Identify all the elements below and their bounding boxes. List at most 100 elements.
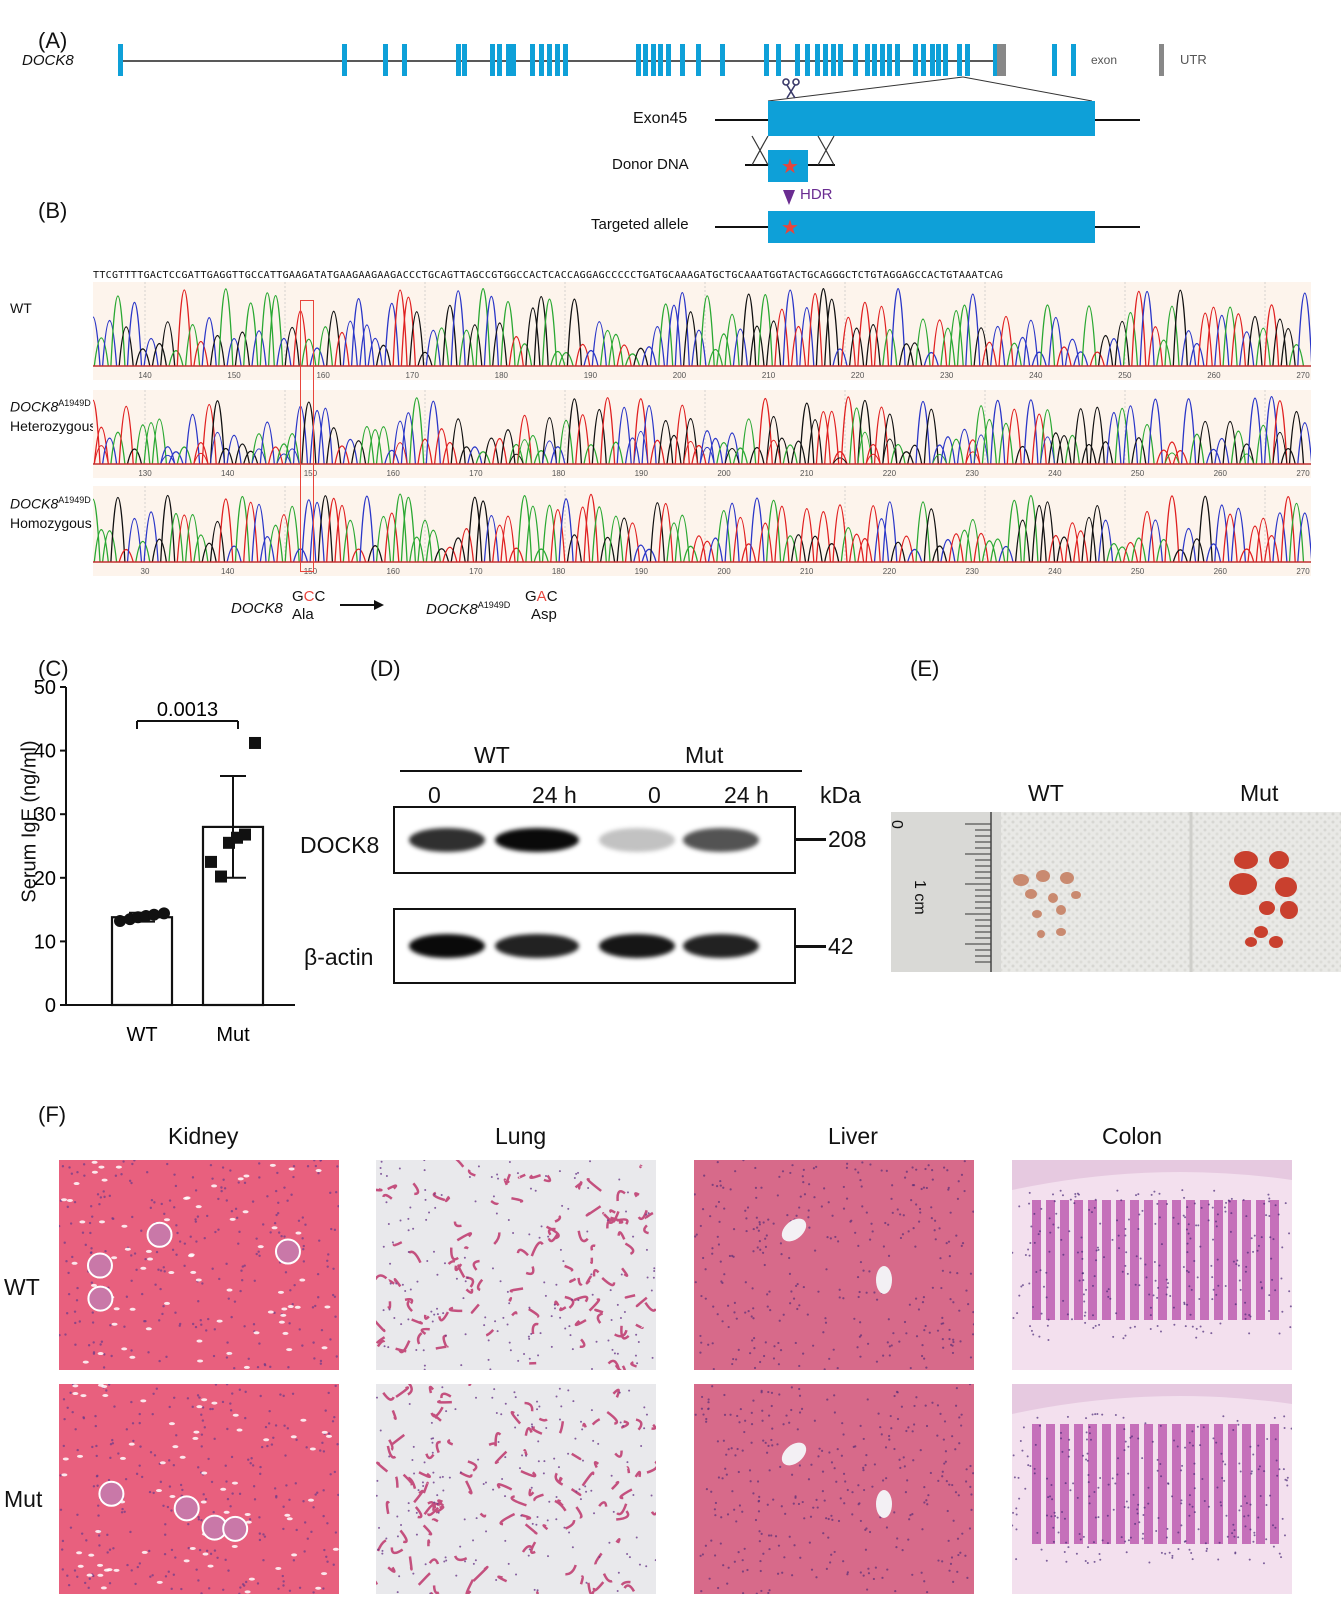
trace-tick-label: 150 <box>227 371 241 380</box>
hdr-label: HDR <box>800 186 833 203</box>
data-point <box>249 736 261 749</box>
exon-mark <box>930 44 935 76</box>
exon-mark <box>831 44 836 76</box>
trace-tick-label: 150 <box>304 469 318 478</box>
tissue-label-kidney: Kidney <box>168 1123 239 1149</box>
x-tick-label: Mut <box>216 1024 250 1046</box>
legend-exon-label: exon <box>1091 53 1118 67</box>
trace-tick-label: 140 <box>221 469 235 478</box>
trace-tick-label: 210 <box>800 469 814 478</box>
trace-tick-label: 230 <box>965 567 979 576</box>
ruler-label-1cm: 1 cm <box>911 880 928 915</box>
lane-label: 0 <box>428 782 441 808</box>
y-tick-label: 40 <box>34 741 56 763</box>
trace-tick-label: 220 <box>883 567 897 576</box>
trace-tick-label: 160 <box>386 469 400 478</box>
exon-mark <box>795 44 800 76</box>
row-hom-label: Homozygous <box>10 515 92 531</box>
y-tick-label: 20 <box>34 868 56 890</box>
exon-mark <box>511 44 516 76</box>
gene-structure-diagram: ★ ★ <box>118 44 1164 243</box>
histology-lung-mut <box>376 1384 656 1594</box>
trace-tick-label: 190 <box>635 567 649 576</box>
exon-mark <box>118 44 123 76</box>
targeted-label: Targeted allele <box>591 216 689 233</box>
chromatogram-homozygous: 30 140 150 160 170 180 190 200 210 220 230 240 250 26… <box>85 486 1313 576</box>
trace-tick-label: 180 <box>495 371 509 380</box>
exon-mark <box>880 44 885 76</box>
trace-tick-label: 190 <box>584 371 598 380</box>
exon-mark <box>805 44 810 76</box>
wt-amino-acid: Ala <box>292 606 314 623</box>
exon-mark <box>913 44 918 76</box>
blot-band <box>683 828 759 852</box>
x-tick-label: WT <box>126 1024 157 1046</box>
panel-d-label: (D) <box>370 656 401 681</box>
ruler-label-0: 0 <box>888 820 905 829</box>
blot-band <box>495 934 579 958</box>
size-marker-42: 42 <box>828 933 854 959</box>
trace-tick-label: 250 <box>1131 567 1145 576</box>
row-label-wt: WT <box>4 1274 40 1300</box>
mutation-highlight-box <box>300 300 314 572</box>
exon-mark <box>764 44 769 76</box>
trace-tick-label: 230 <box>940 371 954 380</box>
exon-mark <box>383 44 388 76</box>
trace-tick-label: 240 <box>1048 567 1062 576</box>
data-point <box>205 855 217 868</box>
panel-a-label: (A) <box>38 28 68 53</box>
panel-f-label: (F) <box>38 1102 67 1127</box>
blot-band <box>409 828 485 852</box>
exon-mark <box>530 44 535 76</box>
exon45-label: Exon45 <box>633 110 688 127</box>
blot-group-wt: WT <box>474 742 510 768</box>
hdr-arrow-icon <box>783 190 795 205</box>
y-tick-label: 10 <box>34 931 56 953</box>
lymph-node-photo <box>891 812 1341 972</box>
histology-colon-wt <box>1012 1160 1292 1370</box>
dna-sequence: TTCGTTTTGACTCCGATTGAGGTTGCCATTGAAGATATGA… <box>93 270 1004 281</box>
row-hom-gene: DOCK8A1949D <box>10 495 91 512</box>
exon-mark <box>506 44 511 76</box>
trace-tick-label: 250 <box>1131 469 1145 478</box>
blot-group-mut: Mut <box>685 742 724 768</box>
legend-utr-swatch <box>1159 44 1164 76</box>
size-marker-208: 208 <box>828 826 867 852</box>
exon-mark <box>342 44 347 76</box>
data-point <box>148 908 160 921</box>
trace-tick-label: 260 <box>1207 371 1221 380</box>
trace-tick-label: 200 <box>673 371 687 380</box>
mut-amino-acid: Asp <box>531 606 557 623</box>
blot-band <box>683 934 759 958</box>
trace-tick-label: 140 <box>138 371 152 380</box>
trace-tick-label: 130 <box>138 469 152 478</box>
exon-mark <box>696 44 701 76</box>
exon-mark <box>680 44 685 76</box>
photo-label-wt: WT <box>1028 780 1064 806</box>
row-label-mut: Mut <box>4 1486 43 1512</box>
data-point <box>158 907 170 920</box>
trace-tick-label: 170 <box>469 567 483 576</box>
histology-kidney-wt <box>59 1160 339 1370</box>
exon-mark <box>776 44 781 76</box>
mut-gene-label: DOCK8A1949D <box>426 600 511 618</box>
trace-tick-label: 240 <box>1048 469 1062 478</box>
donor-label: Donor DNA <box>612 156 689 173</box>
kda-label: kDa <box>820 782 861 808</box>
exon-mark <box>957 44 962 76</box>
panel-c-label: (C) <box>38 656 69 681</box>
trace-tick-label: 250 <box>1118 371 1132 380</box>
exon-mark <box>993 44 998 76</box>
size-marker-tick <box>796 945 826 948</box>
exon-mark <box>547 44 552 76</box>
utr-block <box>997 44 1006 76</box>
exon-mark <box>865 44 870 76</box>
exon-mark <box>636 44 641 76</box>
exon-mark <box>643 44 648 76</box>
bar-wt <box>110 916 174 1007</box>
trace-tick-label: 200 <box>717 567 731 576</box>
trace-tick-label: 160 <box>386 567 400 576</box>
mut-codon: GAC <box>525 588 558 605</box>
exon-mark <box>462 44 467 76</box>
trace-tick-label: 30 <box>141 567 150 576</box>
